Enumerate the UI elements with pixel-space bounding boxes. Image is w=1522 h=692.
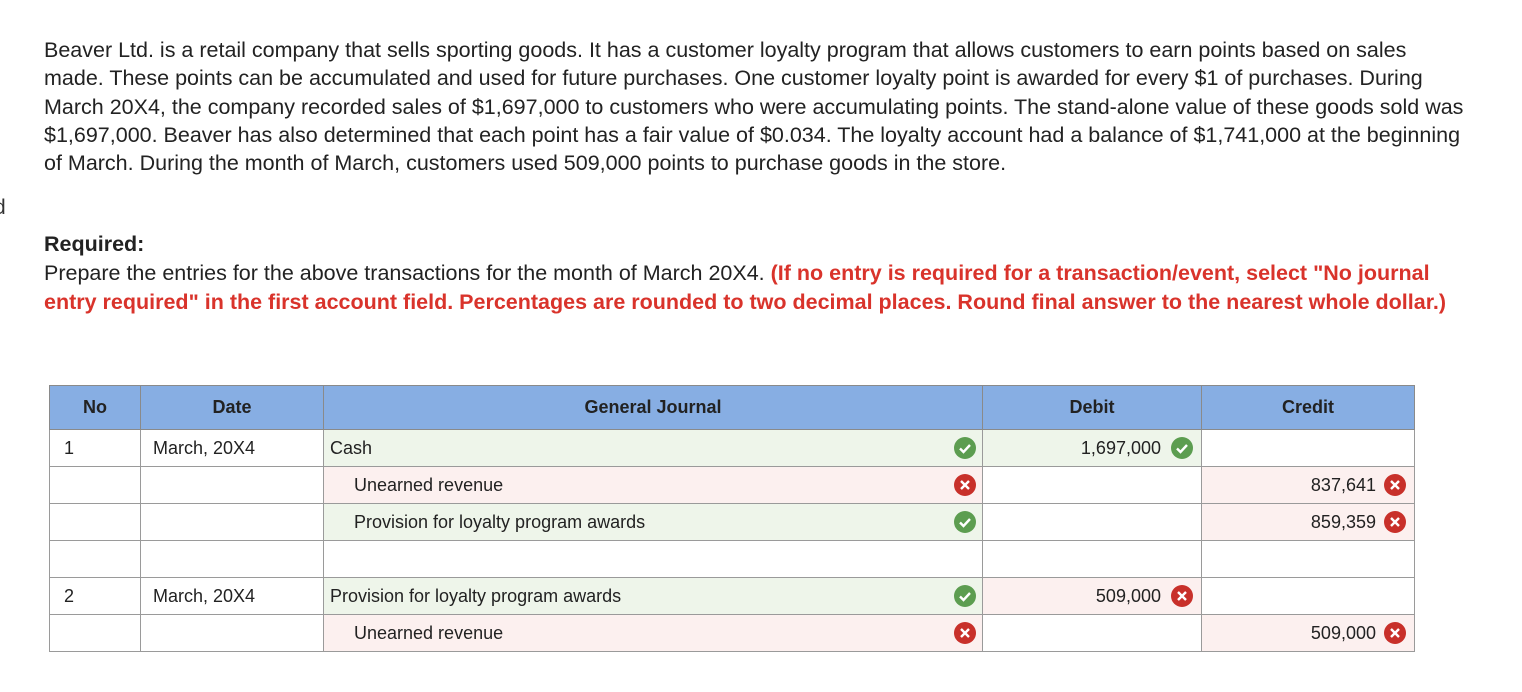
required-heading: Required: bbox=[44, 232, 145, 256]
correct-icon bbox=[954, 511, 976, 533]
credit-cell[interactable]: 837,641 bbox=[1201, 466, 1415, 504]
header: Date bbox=[140, 385, 324, 430]
row: Unearned revenue 837,641 bbox=[49, 466, 1415, 504]
incorrect-icon bbox=[1171, 585, 1193, 607]
incorrect-icon bbox=[954, 622, 976, 644]
header-row: No Date General Journal Debit Credit bbox=[49, 385, 1415, 430]
row: Unearned revenue 509,000 bbox=[49, 614, 1415, 652]
row: Provision for loyalty program awards 859… bbox=[49, 503, 1415, 541]
row bbox=[49, 540, 1415, 578]
edge-fragment: d bbox=[0, 196, 6, 220]
account: Provision for loyalty program awards bbox=[330, 585, 622, 606]
header: General Journal bbox=[323, 385, 983, 430]
debit-cell[interactable]: 509,000 bbox=[982, 577, 1202, 615]
account-cell[interactable]: Unearned revenue bbox=[323, 614, 983, 652]
row: 1 March, 20X4 Cash 1,697,000 bbox=[49, 429, 1415, 467]
debit-cell[interactable] bbox=[982, 540, 1202, 578]
instruction-note: (If no entry is required for a transacti… bbox=[44, 261, 1447, 314]
required-block: Required: Prepare the entries for the ab… bbox=[44, 230, 1464, 317]
incorrect-icon bbox=[1384, 622, 1406, 644]
credit: 509,000 bbox=[1310, 622, 1376, 643]
account-cell[interactable]: Provision for loyalty program awards bbox=[323, 577, 983, 615]
no: 1 bbox=[49, 429, 141, 467]
problem-text: Beaver Ltd. is a retail company that sel… bbox=[44, 38, 1464, 176]
correct-icon bbox=[954, 585, 976, 607]
credit: 859,359 bbox=[1310, 511, 1376, 532]
header: Credit bbox=[1201, 385, 1415, 430]
credit-cell[interactable] bbox=[1201, 577, 1415, 615]
account-cell[interactable] bbox=[323, 540, 983, 578]
debit-cell[interactable]: 1,697,000 bbox=[982, 429, 1202, 467]
credit-cell[interactable] bbox=[1201, 429, 1415, 467]
no: 2 bbox=[49, 577, 141, 615]
date: March, 20X4 bbox=[140, 577, 324, 615]
debit: 1,697,000 bbox=[1080, 437, 1161, 458]
account: Unearned revenue bbox=[354, 474, 504, 495]
account-cell[interactable]: Unearned revenue bbox=[323, 466, 983, 504]
account-cell[interactable]: Cash bbox=[323, 429, 983, 467]
credit-cell[interactable]: 859,359 bbox=[1201, 503, 1415, 541]
credit-cell[interactable] bbox=[1201, 540, 1415, 578]
debit: 509,000 bbox=[1095, 585, 1161, 606]
credit-cell[interactable]: 509,000 bbox=[1201, 614, 1415, 652]
incorrect-icon bbox=[1384, 511, 1406, 533]
incorrect-icon bbox=[954, 474, 976, 496]
account: Cash bbox=[330, 437, 373, 458]
correct-icon bbox=[954, 437, 976, 459]
header: No bbox=[49, 385, 141, 430]
instruction: Prepare the entries for the above transa… bbox=[44, 261, 765, 285]
debit-cell[interactable] bbox=[982, 614, 1202, 652]
header: Debit bbox=[982, 385, 1202, 430]
row: 2 March, 20X4 Provision for loyalty prog… bbox=[49, 577, 1415, 615]
credit: 837,641 bbox=[1310, 474, 1376, 495]
incorrect-icon bbox=[1384, 474, 1406, 496]
correct-icon bbox=[1171, 437, 1193, 459]
account: Unearned revenue bbox=[354, 622, 504, 643]
debit-cell[interactable] bbox=[982, 503, 1202, 541]
journal-table: No Date General Journal Debit Credit 1 M… bbox=[49, 385, 1415, 652]
account: Provision for loyalty program awards bbox=[354, 511, 646, 532]
date: March, 20X4 bbox=[140, 429, 324, 467]
debit-cell[interactable] bbox=[982, 466, 1202, 504]
account-cell[interactable]: Provision for loyalty program awards bbox=[323, 503, 983, 541]
